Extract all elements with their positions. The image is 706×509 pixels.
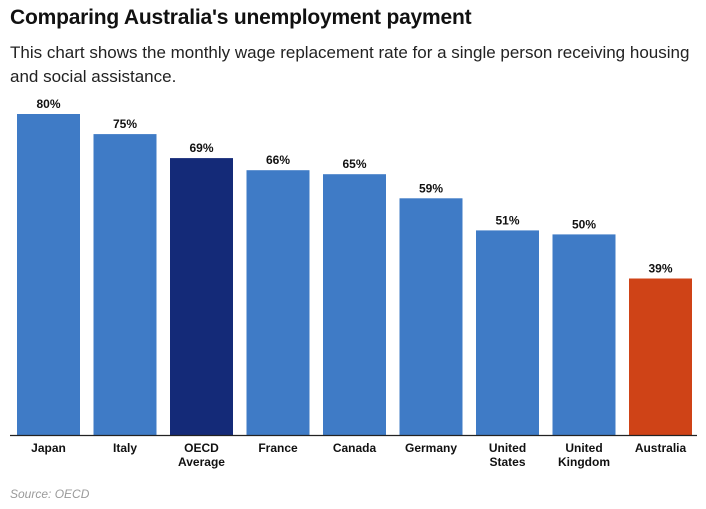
data-label-oecd-average: 69% [189, 141, 213, 155]
chart-subtitle: This chart shows the monthly wage replac… [10, 43, 690, 86]
category-label-united-states: United States [489, 441, 526, 469]
bar-united-states [476, 230, 539, 435]
bar-france [246, 170, 310, 435]
bar-oecd-average [170, 158, 233, 435]
data-labels-group: 80% 75% 69% 66% 65% 59% 51% 50% 39% [36, 97, 672, 276]
category-label-canada: Canada [333, 441, 377, 455]
data-label-australia: 39% [648, 262, 672, 276]
data-label-france: 66% [266, 153, 290, 167]
bar-italy [93, 134, 157, 435]
bar-canada [323, 174, 386, 435]
category-labels-group: Japan Italy OECD Average France Canada Germany… [31, 441, 686, 469]
category-label-japan: Japan [31, 441, 66, 455]
data-label-united-kingdom: 50% [572, 217, 596, 231]
category-label-germany: Germany [405, 441, 457, 455]
data-label-united-states: 51% [495, 213, 519, 227]
category-label-oecd-average: OECD Average [178, 441, 225, 469]
bar-united-kingdom [552, 234, 616, 435]
data-label-italy: 75% [113, 117, 137, 131]
category-label-united-kingdom: United Kingdom [558, 441, 610, 469]
bar-japan [17, 114, 80, 435]
chart-title: Comparing Australia's unemployment payme… [10, 6, 472, 29]
data-label-germany: 59% [419, 181, 443, 195]
bars-group [17, 114, 692, 435]
data-label-canada: 65% [342, 157, 366, 171]
category-label-italy: Italy [113, 441, 137, 455]
bar-germany [399, 198, 463, 435]
bar-australia [629, 278, 692, 435]
source-note: Source: OECD [10, 487, 90, 501]
category-label-australia: Australia [635, 441, 687, 455]
data-label-japan: 80% [36, 97, 60, 111]
category-label-france: France [258, 441, 298, 455]
